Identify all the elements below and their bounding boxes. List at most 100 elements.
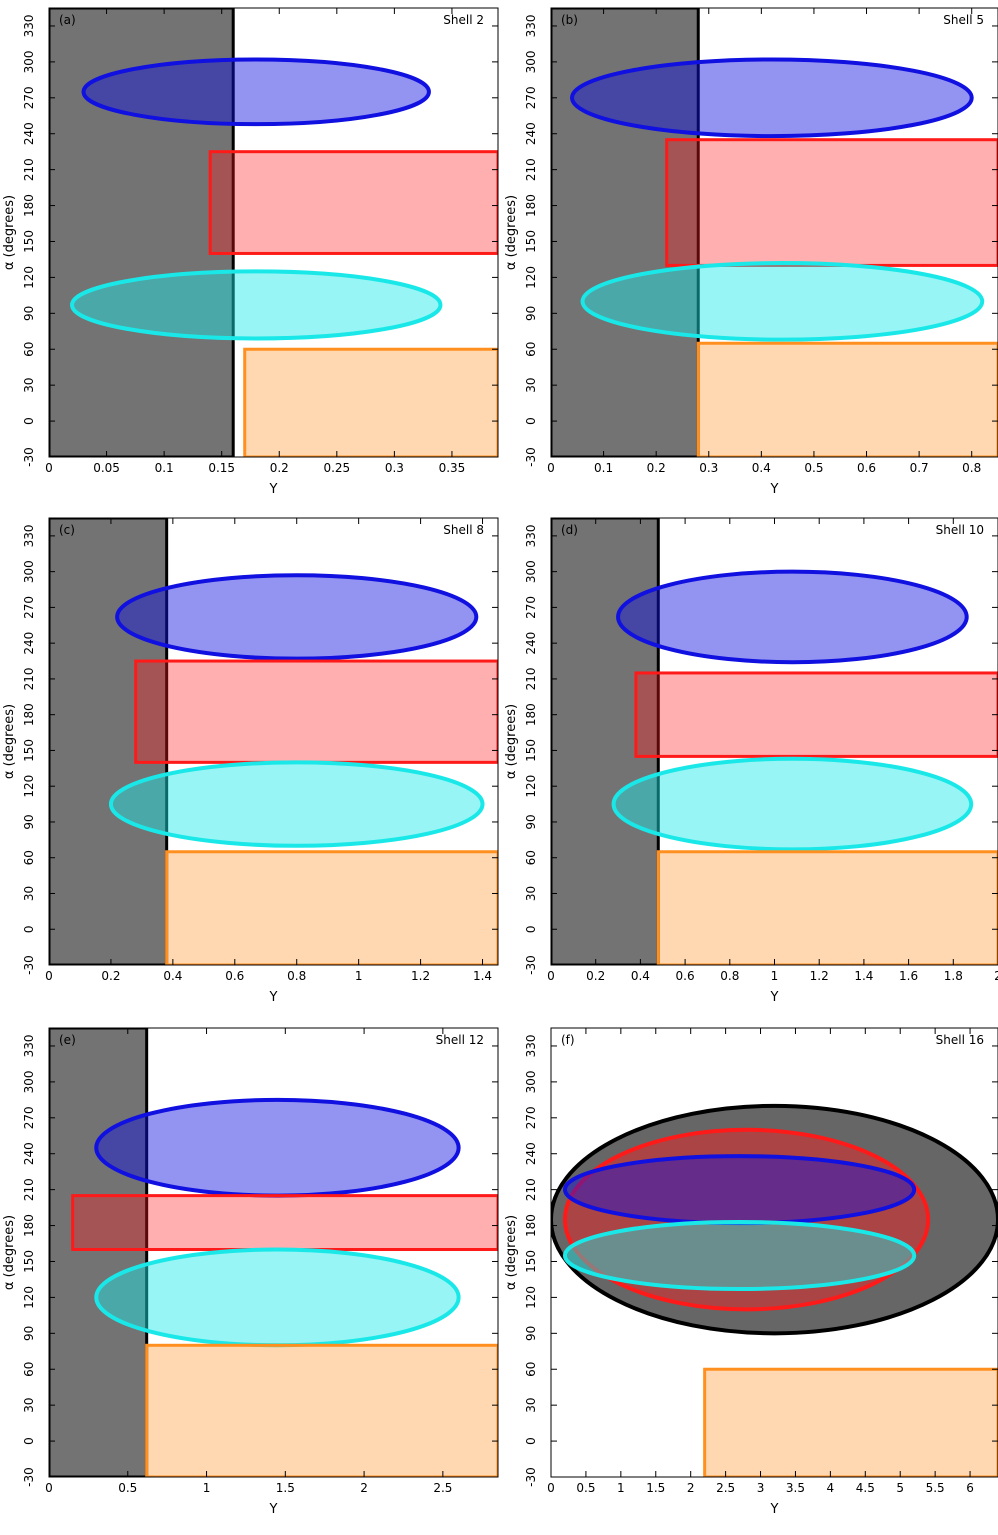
x-tick-label: 0.8 bbox=[962, 461, 981, 475]
plot-frame bbox=[48, 7, 499, 458]
y-tick-label: 270 bbox=[524, 1106, 538, 1129]
region-blue bbox=[616, 569, 969, 665]
y-tick-label: 210 bbox=[524, 158, 538, 181]
y-tick-label: 90 bbox=[524, 1326, 538, 1341]
x-tick-label: 4 bbox=[827, 1481, 835, 1495]
y-tick-label: 90 bbox=[22, 1326, 36, 1341]
x-tick-label: 0.25 bbox=[323, 461, 350, 475]
x-tick-label: 1.6 bbox=[899, 969, 918, 983]
y-tick-label: 150 bbox=[524, 739, 538, 762]
y-tick-label: 210 bbox=[524, 1178, 538, 1201]
region-cyan bbox=[94, 1247, 461, 1348]
region-layer bbox=[551, 518, 998, 965]
x-tick-label: 0.1 bbox=[155, 461, 174, 475]
chart-panel-b: 0 0.1 0.2 0.3 0.4 0.5 0.6 0.7 0.8 -30 0 30 60 90 120 15… bbox=[504, 7, 998, 497]
chart-panel-e: 0 0.5 1 1.5 2 2.5 -30 0 30 60 90 120 150 180 210 240 270… bbox=[2, 1027, 499, 1517]
x-tick-label: 0.5 bbox=[118, 1481, 137, 1495]
x-tick-label: 0.35 bbox=[439, 461, 466, 475]
x-tick-label: 2 bbox=[687, 1481, 695, 1495]
x-tick-label: 1.8 bbox=[944, 969, 963, 983]
x-tick-label: 0.4 bbox=[631, 969, 650, 983]
x-tick-label: 1.4 bbox=[473, 969, 492, 983]
x-tick-label: 1 bbox=[617, 1481, 625, 1495]
y-tick-label: 30 bbox=[22, 886, 36, 901]
x-tick-label: 0.2 bbox=[101, 969, 120, 983]
y-tick-label: 270 bbox=[524, 86, 538, 109]
region-red bbox=[562, 1127, 931, 1312]
x-tick-label: 0 bbox=[45, 461, 53, 475]
region-cyan bbox=[70, 269, 443, 341]
y-tick-label: 180 bbox=[524, 1214, 538, 1237]
plot-frame bbox=[550, 1027, 998, 1478]
x-tick-label: 5 bbox=[896, 1481, 904, 1495]
y-tick-label: 60 bbox=[524, 850, 538, 865]
x-tick-label: 1 bbox=[355, 969, 363, 983]
region-orange bbox=[165, 850, 498, 965]
y-tick-label: 60 bbox=[524, 342, 538, 357]
x-tick-label: 0 bbox=[45, 1481, 53, 1495]
x-tick-label: 0 bbox=[547, 461, 555, 475]
x-tick-label: 0.6 bbox=[857, 461, 876, 475]
shell-label: Shell 10 bbox=[936, 523, 984, 537]
chart-panel-f: 0 0.5 1 1.5 2 2.5 3 3.5 4 4.5 5 5.5 6 -30 0 30 60 90 120 15… bbox=[504, 1027, 998, 1517]
y-tick-label: 180 bbox=[524, 194, 538, 217]
y-tick-label: -30 bbox=[524, 955, 538, 975]
region-black bbox=[49, 8, 235, 457]
x-axis-label: Y bbox=[770, 482, 779, 497]
y-tick-label: 240 bbox=[524, 1142, 538, 1165]
y-axis-label: α (degrees) bbox=[2, 704, 17, 779]
y-tick-label: 240 bbox=[524, 632, 538, 655]
y-tick-label: 330 bbox=[22, 15, 36, 38]
y-tick-label: 0 bbox=[22, 417, 36, 425]
region-orange bbox=[696, 341, 998, 457]
y-tick-label: -30 bbox=[524, 447, 538, 467]
y-tick-label: 210 bbox=[22, 667, 36, 690]
x-tick-label: 1 bbox=[771, 969, 779, 983]
y-tick-label: 90 bbox=[524, 306, 538, 321]
region-black bbox=[551, 8, 700, 457]
y-tick-label: 330 bbox=[22, 1035, 36, 1058]
x-axis-label: Y bbox=[770, 1502, 779, 1517]
shell-label: Shell 16 bbox=[936, 1033, 984, 1047]
y-tick-label: 180 bbox=[524, 703, 538, 726]
region-red bbox=[208, 150, 498, 255]
y-tick-label: 120 bbox=[22, 1286, 36, 1309]
y-tick-label: 30 bbox=[22, 378, 36, 393]
plot-frame bbox=[48, 517, 499, 966]
region-blue bbox=[570, 57, 974, 139]
x-tick-label: 0 bbox=[547, 1481, 555, 1495]
plot-frame bbox=[550, 7, 998, 458]
x-axis-label: Y bbox=[269, 482, 278, 497]
y-tick-label: 120 bbox=[524, 266, 538, 289]
x-tick-label: 2.5 bbox=[716, 1481, 735, 1495]
x-axis-label: Y bbox=[269, 990, 278, 1005]
x-tick-label: 1.2 bbox=[810, 969, 829, 983]
x-tick-label: 0.7 bbox=[910, 461, 929, 475]
region-layer bbox=[49, 518, 498, 965]
region-orange bbox=[243, 347, 498, 457]
y-tick-label: 180 bbox=[22, 1214, 36, 1237]
x-tick-label: 1 bbox=[203, 1481, 211, 1495]
panel-label: (e) bbox=[59, 1033, 76, 1047]
y-tick-label: 0 bbox=[22, 925, 36, 933]
x-tick-label: 0.5 bbox=[804, 461, 823, 475]
x-tick-label: 0.8 bbox=[287, 969, 306, 983]
y-tick-label: 60 bbox=[22, 850, 36, 865]
region-red bbox=[134, 659, 498, 764]
y-tick-label: -30 bbox=[22, 447, 36, 467]
panel-label: (b) bbox=[561, 13, 578, 27]
y-tick-label: 330 bbox=[524, 15, 538, 38]
y-tick-label: 240 bbox=[524, 122, 538, 145]
y-tick-label: 90 bbox=[22, 306, 36, 321]
x-tick-label: 1.5 bbox=[646, 1481, 665, 1495]
y-tick-label: 30 bbox=[22, 1398, 36, 1413]
y-tick-label: 30 bbox=[524, 1398, 538, 1413]
region-layer bbox=[551, 8, 998, 457]
y-tick-label: 270 bbox=[22, 596, 36, 619]
x-axis-label: Y bbox=[269, 1502, 278, 1517]
y-tick-label: 300 bbox=[22, 560, 36, 583]
region-blue bbox=[115, 573, 479, 661]
region-black bbox=[551, 518, 660, 965]
region-orange bbox=[145, 1343, 498, 1477]
panel-label: (c) bbox=[59, 523, 75, 537]
